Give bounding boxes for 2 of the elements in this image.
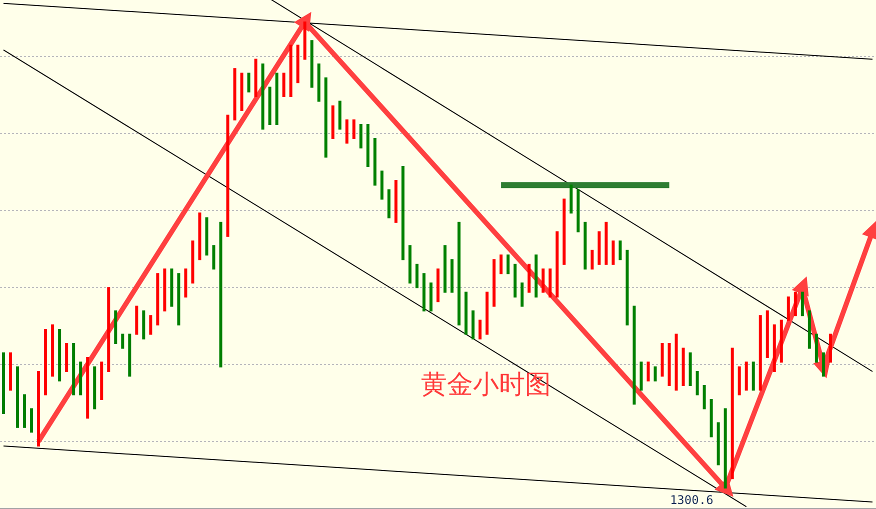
annotation: 1300.6 bbox=[670, 493, 714, 507]
annotation: 黄金小时图 bbox=[421, 370, 552, 400]
